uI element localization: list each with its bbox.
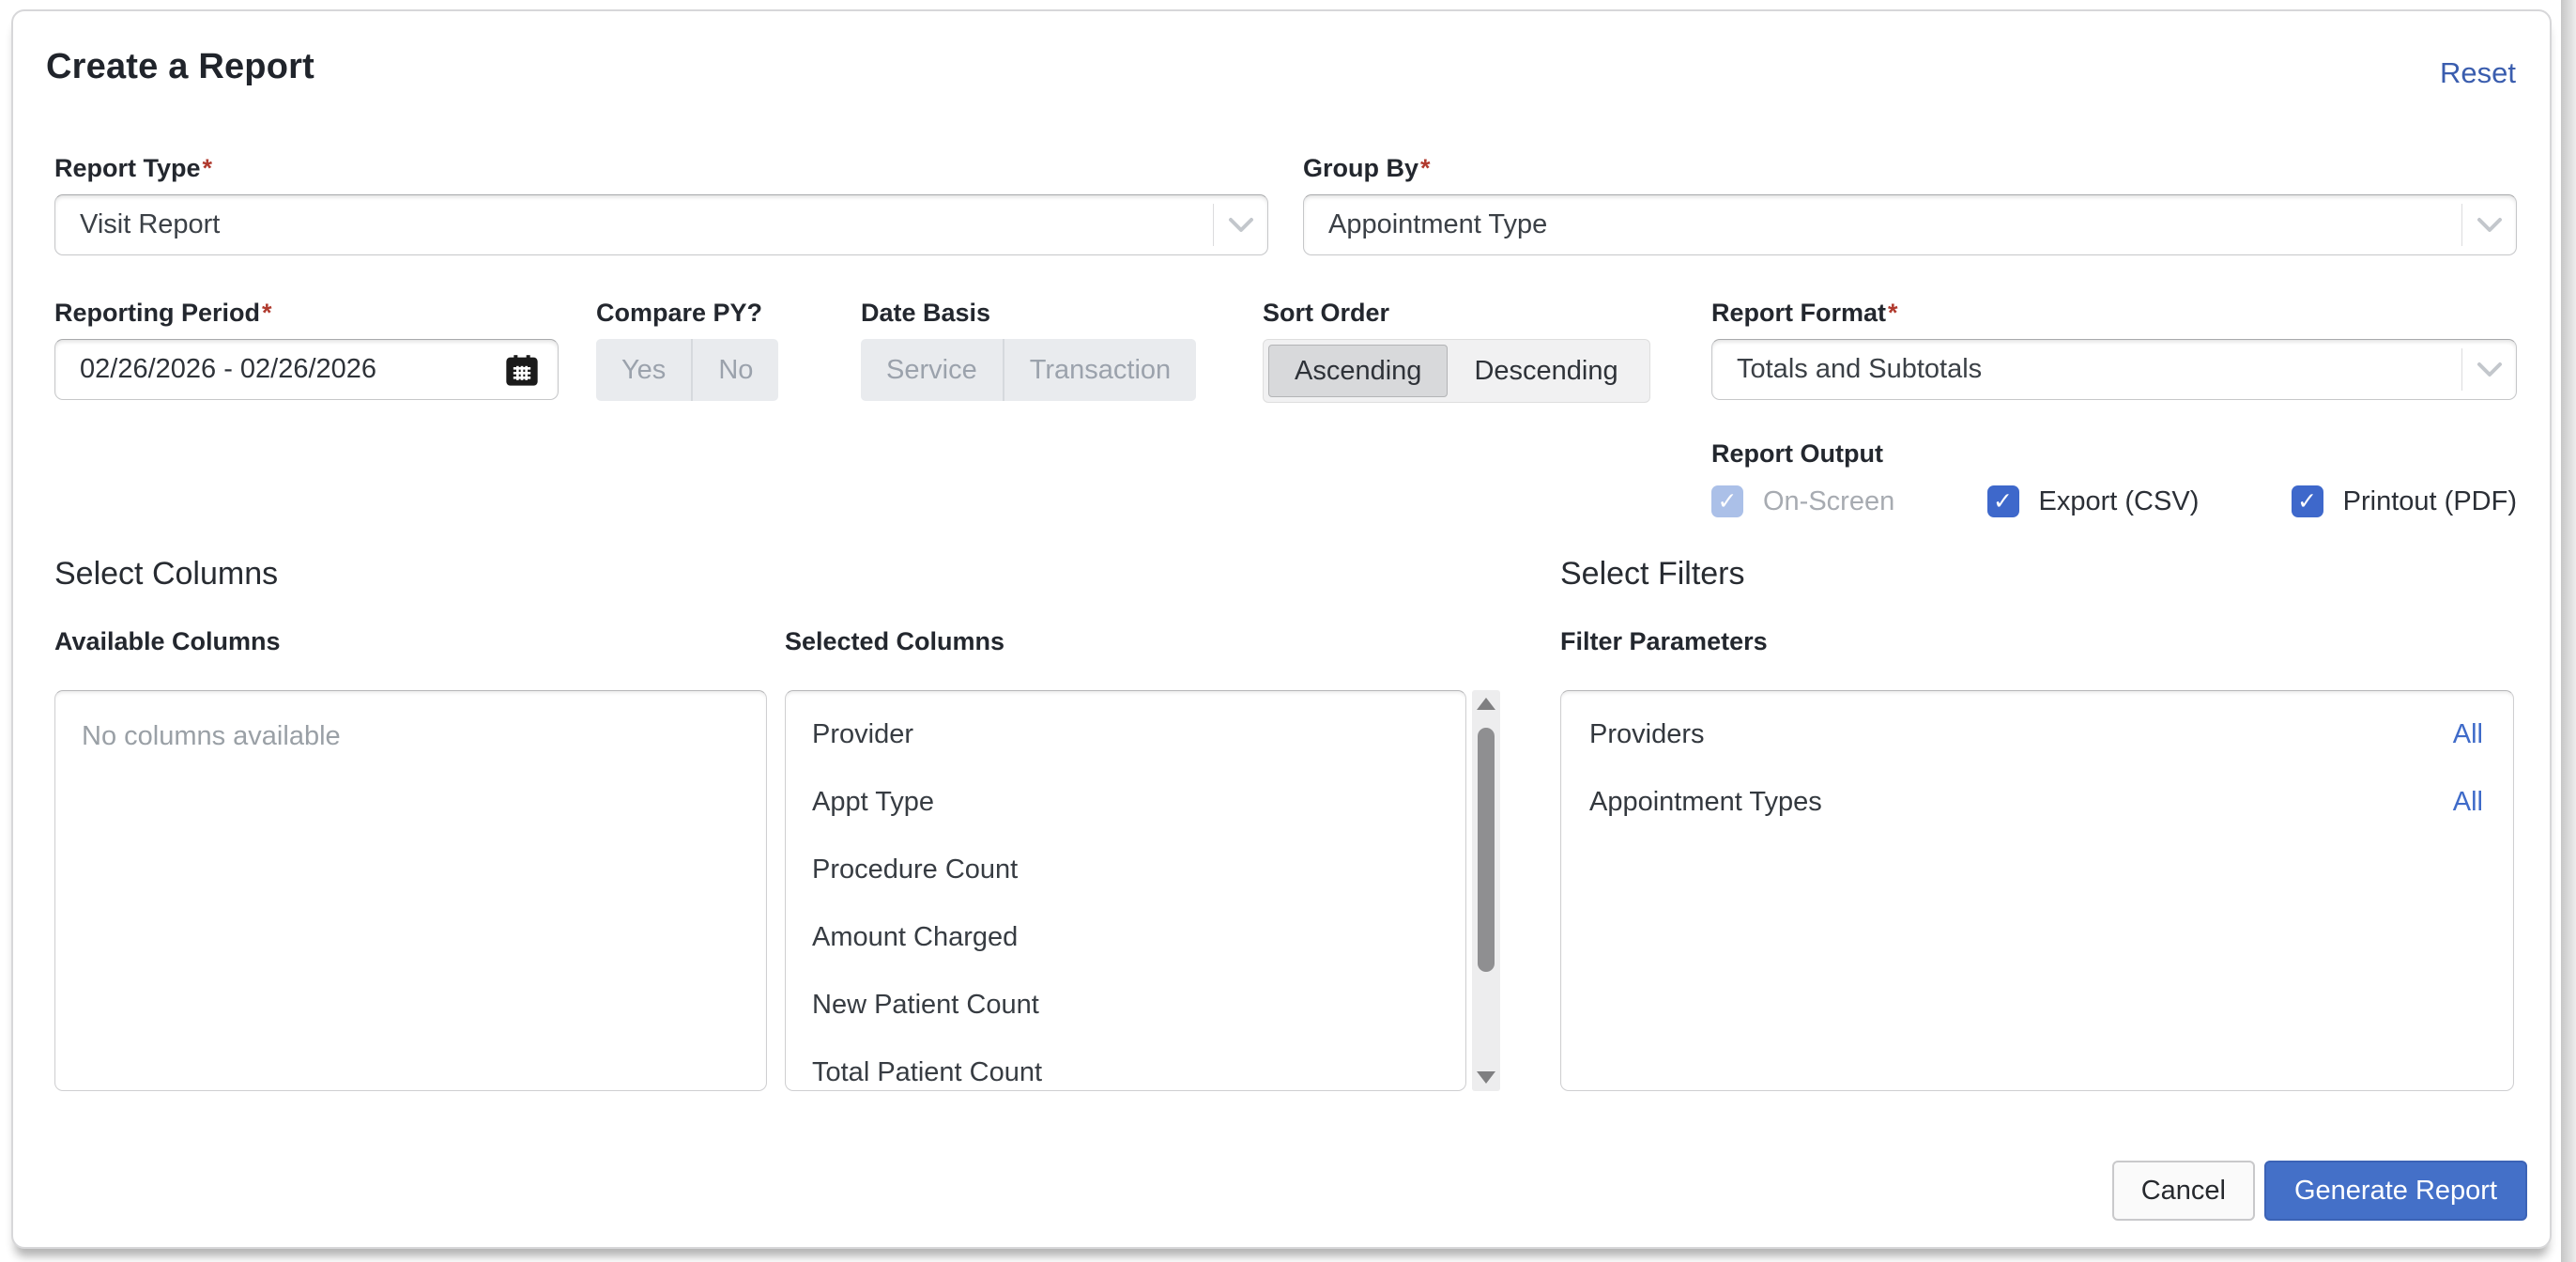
- reporting-period-field: Reporting Period *: [54, 299, 559, 400]
- export-csv-label: Export (CSV): [2038, 485, 2200, 516]
- export-csv-option: ✓ Export (CSV): [1986, 485, 2200, 517]
- date-basis-label-text: Date Basis: [861, 299, 991, 327]
- compare-py-no-button: No: [691, 339, 778, 401]
- report-format-label-text: Report Format: [1711, 299, 1887, 327]
- required-asterisk: *: [1420, 154, 1431, 182]
- check-icon: ✓: [2297, 488, 2318, 515]
- sort-ascending-button[interactable]: Ascending: [1268, 345, 1449, 397]
- report-format-field: Report Format * Totals and Subtotals: [1711, 299, 2517, 400]
- list-item[interactable]: Total Patient Count: [812, 1056, 1043, 1087]
- required-asterisk: *: [262, 299, 272, 327]
- report-format-value: Totals and Subtotals: [1737, 354, 1983, 384]
- list-scrollbar[interactable]: [1472, 690, 1500, 1091]
- compare-py-yes-button: Yes: [621, 354, 667, 385]
- list-item[interactable]: Amount Charged: [812, 921, 1019, 952]
- compare-py-label: Compare PY?: [596, 299, 778, 328]
- filter-parameters-panel: Providers All Appointment Types All: [1560, 690, 2514, 1091]
- report-output-field: Report Output ✓ On-Screen ✓ Export (CSV)…: [1711, 439, 2517, 517]
- date-range-input[interactable]: [55, 354, 503, 385]
- group-by-field: Group By * Appointment Type: [1303, 154, 2517, 255]
- check-icon: ✓: [1717, 488, 1738, 515]
- filter-row-providers: Providers All: [1561, 700, 2513, 768]
- onscreen-label: On-Screen: [1763, 485, 1895, 516]
- compare-py-toggle: Yes No: [596, 339, 779, 401]
- report-format-select[interactable]: Totals and Subtotals: [1711, 339, 2517, 400]
- list-item[interactable]: New Patient Count: [812, 989, 1039, 1020]
- no-columns-placeholder: No columns available: [82, 721, 341, 751]
- compare-py-field: Compare PY? Yes No: [596, 299, 779, 401]
- page-title: Create a Report: [46, 47, 314, 86]
- list-item[interactable]: Procedure Count: [812, 854, 1019, 885]
- selected-columns-panel: Provider Appt Type Procedure Count Amoun…: [785, 690, 1466, 1091]
- report-type-select[interactable]: Visit Report: [54, 194, 1268, 255]
- scroll-down-arrow-icon[interactable]: [1477, 1071, 1495, 1084]
- chevron-down-icon: [1213, 204, 1267, 246]
- scrollbar-thumb[interactable]: [1478, 728, 1495, 972]
- filter-name: Providers: [1589, 718, 1705, 749]
- sort-descending-button[interactable]: Descending: [1474, 355, 1618, 386]
- list-item[interactable]: Provider: [812, 718, 913, 749]
- group-by-label: Group By *: [1303, 154, 2517, 183]
- report-type-field: Report Type * Visit Report: [54, 154, 1268, 255]
- printout-pdf-checkbox[interactable]: ✓: [2291, 485, 2323, 517]
- onscreen-option: ✓ On-Screen: [1711, 485, 1894, 517]
- cancel-button[interactable]: Cancel: [2111, 1161, 2255, 1221]
- filter-parameters-label: Filter Parameters: [1560, 627, 1768, 655]
- report-type-label: Report Type *: [54, 154, 1268, 183]
- compare-py-label-text: Compare PY?: [596, 299, 763, 327]
- calendar-icon[interactable]: [503, 351, 541, 389]
- date-basis-field: Date Basis Service Transaction: [861, 299, 1197, 401]
- required-asterisk: *: [202, 154, 213, 182]
- sort-order-label: Sort Order: [1263, 299, 1650, 328]
- selected-columns-label: Selected Columns: [785, 627, 1005, 655]
- export-csv-checkbox[interactable]: ✓: [1986, 485, 2019, 517]
- providers-all-link[interactable]: All: [2452, 718, 2483, 749]
- printout-pdf-option: ✓ Printout (PDF): [2291, 485, 2517, 517]
- generate-report-button[interactable]: Generate Report: [2263, 1161, 2527, 1221]
- filter-row-appointment-types: Appointment Types All: [1561, 768, 2513, 836]
- onscreen-checkbox: ✓: [1711, 485, 1743, 517]
- group-by-label-text: Group By: [1303, 154, 1419, 182]
- available-columns-label: Available Columns: [54, 627, 281, 655]
- select-columns-title: Select Columns: [54, 556, 279, 592]
- date-basis-label: Date Basis: [861, 299, 1196, 328]
- date-basis-service-button: Service: [886, 354, 977, 385]
- printout-pdf-label: Printout (PDF): [2342, 485, 2517, 516]
- sort-order-label-text: Sort Order: [1263, 299, 1390, 327]
- reset-link[interactable]: Reset: [2440, 56, 2516, 89]
- footer-actions: Cancel Generate Report: [2111, 1161, 2527, 1221]
- filter-name: Appointment Types: [1589, 786, 1822, 817]
- reporting-period-label: Reporting Period *: [54, 299, 559, 328]
- scroll-up-arrow-icon[interactable]: [1477, 698, 1495, 710]
- reporting-period-label-text: Reporting Period: [54, 299, 261, 327]
- date-basis-toggle: Service Transaction: [861, 339, 1197, 401]
- report-type-value: Visit Report: [80, 209, 221, 239]
- report-output-label-text: Report Output: [1711, 439, 1883, 468]
- check-icon: ✓: [1993, 488, 2013, 515]
- page-scrollbar[interactable]: [2561, 0, 2576, 1262]
- list-item[interactable]: Appt Type: [812, 786, 935, 817]
- available-columns-panel: No columns available: [54, 690, 767, 1091]
- sort-order-field: Sort Order Ascending Descending: [1263, 299, 1650, 403]
- selected-columns-list: Provider Appt Type Procedure Count Amoun…: [786, 691, 1465, 1090]
- group-by-value: Appointment Type: [1328, 209, 1548, 239]
- chevron-down-icon: [2461, 204, 2516, 246]
- filter-rows: Providers All Appointment Types All: [1561, 691, 2513, 836]
- group-by-select[interactable]: Appointment Type: [1303, 194, 2517, 255]
- report-type-label-text: Report Type: [54, 154, 201, 182]
- appointment-types-all-link[interactable]: All: [2452, 786, 2483, 817]
- required-asterisk: *: [1888, 299, 1898, 327]
- sort-order-toggle: Ascending Descending: [1263, 339, 1650, 403]
- report-output-options: ✓ On-Screen ✓ Export (CSV) ✓ Printout (P…: [1711, 485, 2517, 517]
- select-filters-title: Select Filters: [1560, 556, 1745, 592]
- chevron-down-icon: [2461, 348, 2516, 391]
- date-basis-transaction-button: Transaction: [1002, 339, 1196, 401]
- report-output-label: Report Output: [1711, 439, 2517, 469]
- report-format-label: Report Format *: [1711, 299, 2517, 328]
- date-range-input-wrap: [54, 339, 559, 400]
